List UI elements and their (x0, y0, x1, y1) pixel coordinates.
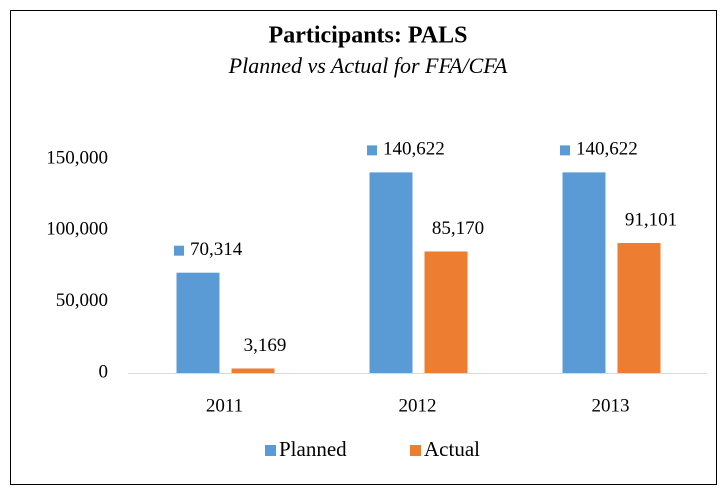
y-tick-label: 50,000 (56, 290, 108, 311)
bar (562, 172, 606, 373)
bar (617, 243, 661, 373)
label-key (367, 145, 377, 156)
y-tick-label: 150,000 (46, 147, 108, 168)
legend-key (410, 445, 421, 456)
legend-label: Planned (279, 437, 347, 461)
x-tick-label: 2011 (206, 395, 243, 416)
bar (176, 272, 220, 373)
x-tick-label: 2013 (592, 395, 630, 416)
y-tick-label: 100,000 (46, 219, 108, 240)
data-label: 70,314 (190, 239, 243, 260)
bar (231, 368, 275, 373)
chart-subtitle: Planned vs Actual for FFA/CFA (228, 53, 508, 78)
chart-title: Participants: PALS (269, 23, 468, 49)
data-label: 3,169 (244, 335, 287, 356)
label-key (560, 145, 570, 156)
legend-label: Actual (424, 437, 480, 461)
data-label: 140,622 (576, 139, 638, 160)
legend-key (265, 445, 276, 456)
data-label: 91,101 (625, 209, 677, 230)
bar (424, 251, 468, 373)
data-label: 140,622 (383, 139, 445, 160)
y-tick-label: 0 (99, 361, 109, 382)
x-tick-label: 2012 (399, 395, 437, 416)
data-label: 85,170 (432, 218, 484, 239)
label-key (174, 245, 184, 256)
bar (369, 172, 413, 373)
